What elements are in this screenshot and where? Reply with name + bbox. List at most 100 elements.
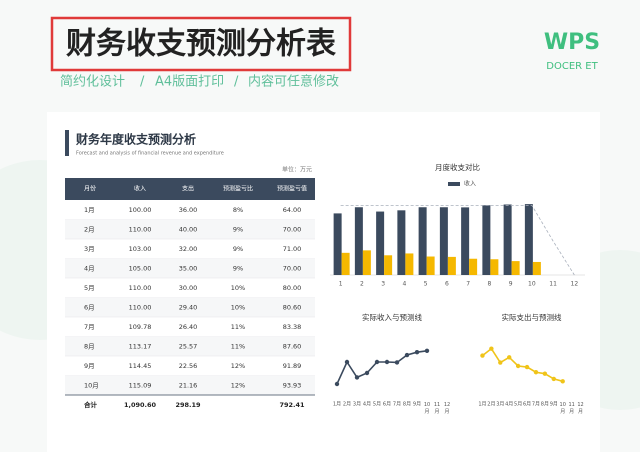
page-title: 财务收支预测分析表 <box>66 27 336 62</box>
cell: 10月 <box>84 382 99 390</box>
cell: 100.00 <box>129 206 152 214</box>
x-tick-label: 11 月 <box>568 402 574 415</box>
cell: 21.16 <box>179 382 198 390</box>
cell: 12% <box>231 362 245 370</box>
row-band <box>65 258 315 278</box>
cell: 70.00 <box>283 226 302 234</box>
legend-swatch <box>448 182 460 186</box>
cell: 8月 <box>84 343 95 351</box>
cell: 35.00 <box>179 265 198 273</box>
cell: 9% <box>233 226 243 234</box>
x-tick-label: 12 月 <box>444 402 450 415</box>
x-tick-label: 10 月 <box>560 402 566 415</box>
x-tick-label: 5月 <box>514 402 522 408</box>
subtitle-part: A4版面打印 <box>155 75 224 90</box>
cell: 64.00 <box>283 206 302 214</box>
cell: 71.00 <box>283 245 302 253</box>
bar <box>333 213 342 275</box>
bar <box>426 256 435 275</box>
x-tick-label: 6月 <box>383 402 391 408</box>
total-cell: 1,090.60 <box>124 401 157 409</box>
x-tick-label: 2月 <box>343 402 351 408</box>
point <box>533 370 539 375</box>
cell: 40.00 <box>179 226 198 234</box>
point <box>404 352 410 358</box>
cell: 8% <box>233 206 243 214</box>
line <box>336 350 428 385</box>
point <box>374 359 380 365</box>
x-tick-label: 8月 <box>403 402 411 408</box>
cell: 22.56 <box>179 362 198 370</box>
cell: 30.00 <box>179 284 198 292</box>
bar <box>397 210 406 275</box>
chart-title: 月度收支对比 <box>435 162 480 172</box>
bar <box>341 252 350 275</box>
cell: 9% <box>233 265 243 273</box>
x-tick-label: 2月 <box>487 402 495 408</box>
x-tick-label: 1 <box>339 281 343 288</box>
cell: 11% <box>231 323 245 331</box>
x-tick-label: 12 月 <box>577 402 583 415</box>
bar <box>532 261 541 275</box>
x-tick-label: 11 <box>549 281 557 288</box>
cell: 93.93 <box>283 382 302 390</box>
cell: 32.00 <box>179 245 198 253</box>
chart-title: 实际支出与预测线 <box>502 312 562 322</box>
subtitle-part: 简约化设计 <box>60 74 125 90</box>
bar <box>384 255 393 275</box>
chart-title: 实际收入与预测线 <box>362 312 422 322</box>
total-cell: 合计 <box>83 400 98 409</box>
bar <box>376 211 385 275</box>
cell: 10% <box>231 304 245 312</box>
bar <box>503 204 512 275</box>
cell: 12% <box>231 382 245 390</box>
title-accent <box>65 130 69 156</box>
subtitle-part: 内容可任意修改 <box>248 74 339 90</box>
point <box>507 355 512 360</box>
point <box>414 350 420 355</box>
trend-line <box>340 204 575 276</box>
x-tick-label: 3月 <box>353 402 361 408</box>
cell: 36.00 <box>179 206 198 214</box>
title-box <box>50 16 352 72</box>
document-title: 财务年度收支预测分析 <box>75 132 196 147</box>
column-header: 预测盈亏比 <box>223 185 253 193</box>
bar <box>354 207 363 275</box>
total-cell: 298.19 <box>175 401 201 409</box>
cell: 29.40 <box>179 304 198 312</box>
point <box>551 376 556 382</box>
point <box>515 363 521 369</box>
point <box>364 370 370 376</box>
x-tick-label: 7月 <box>532 402 540 408</box>
row-band <box>65 219 315 239</box>
cell: 110.00 <box>129 304 152 312</box>
bar <box>461 207 470 275</box>
x-tick-label: 7月 <box>393 402 401 408</box>
column-header: 收入 <box>134 185 146 193</box>
cell: 114.45 <box>129 362 152 370</box>
x-tick-label: 9月 <box>413 402 421 408</box>
x-tick-label: 5月 <box>373 402 381 408</box>
x-tick-label: 6 <box>445 281 449 288</box>
cell: 9月 <box>84 362 95 370</box>
point <box>334 381 340 387</box>
x-tick-label: 10 <box>528 281 536 288</box>
point <box>394 360 400 365</box>
bar <box>405 253 414 275</box>
cell: 103.00 <box>129 245 152 253</box>
cell: 87.60 <box>283 343 302 351</box>
cell: 113.17 <box>129 343 152 351</box>
column-header: 预测盈亏值 <box>277 185 307 193</box>
bar <box>490 259 499 275</box>
x-tick-label: 1月 <box>478 402 486 408</box>
bar <box>418 207 427 275</box>
cell: 4月 <box>84 265 95 273</box>
bar <box>524 204 533 275</box>
bar <box>511 261 520 275</box>
point <box>344 359 350 365</box>
cell: 2月 <box>84 226 95 234</box>
cell: 7月 <box>84 323 95 331</box>
row-band <box>65 375 315 395</box>
